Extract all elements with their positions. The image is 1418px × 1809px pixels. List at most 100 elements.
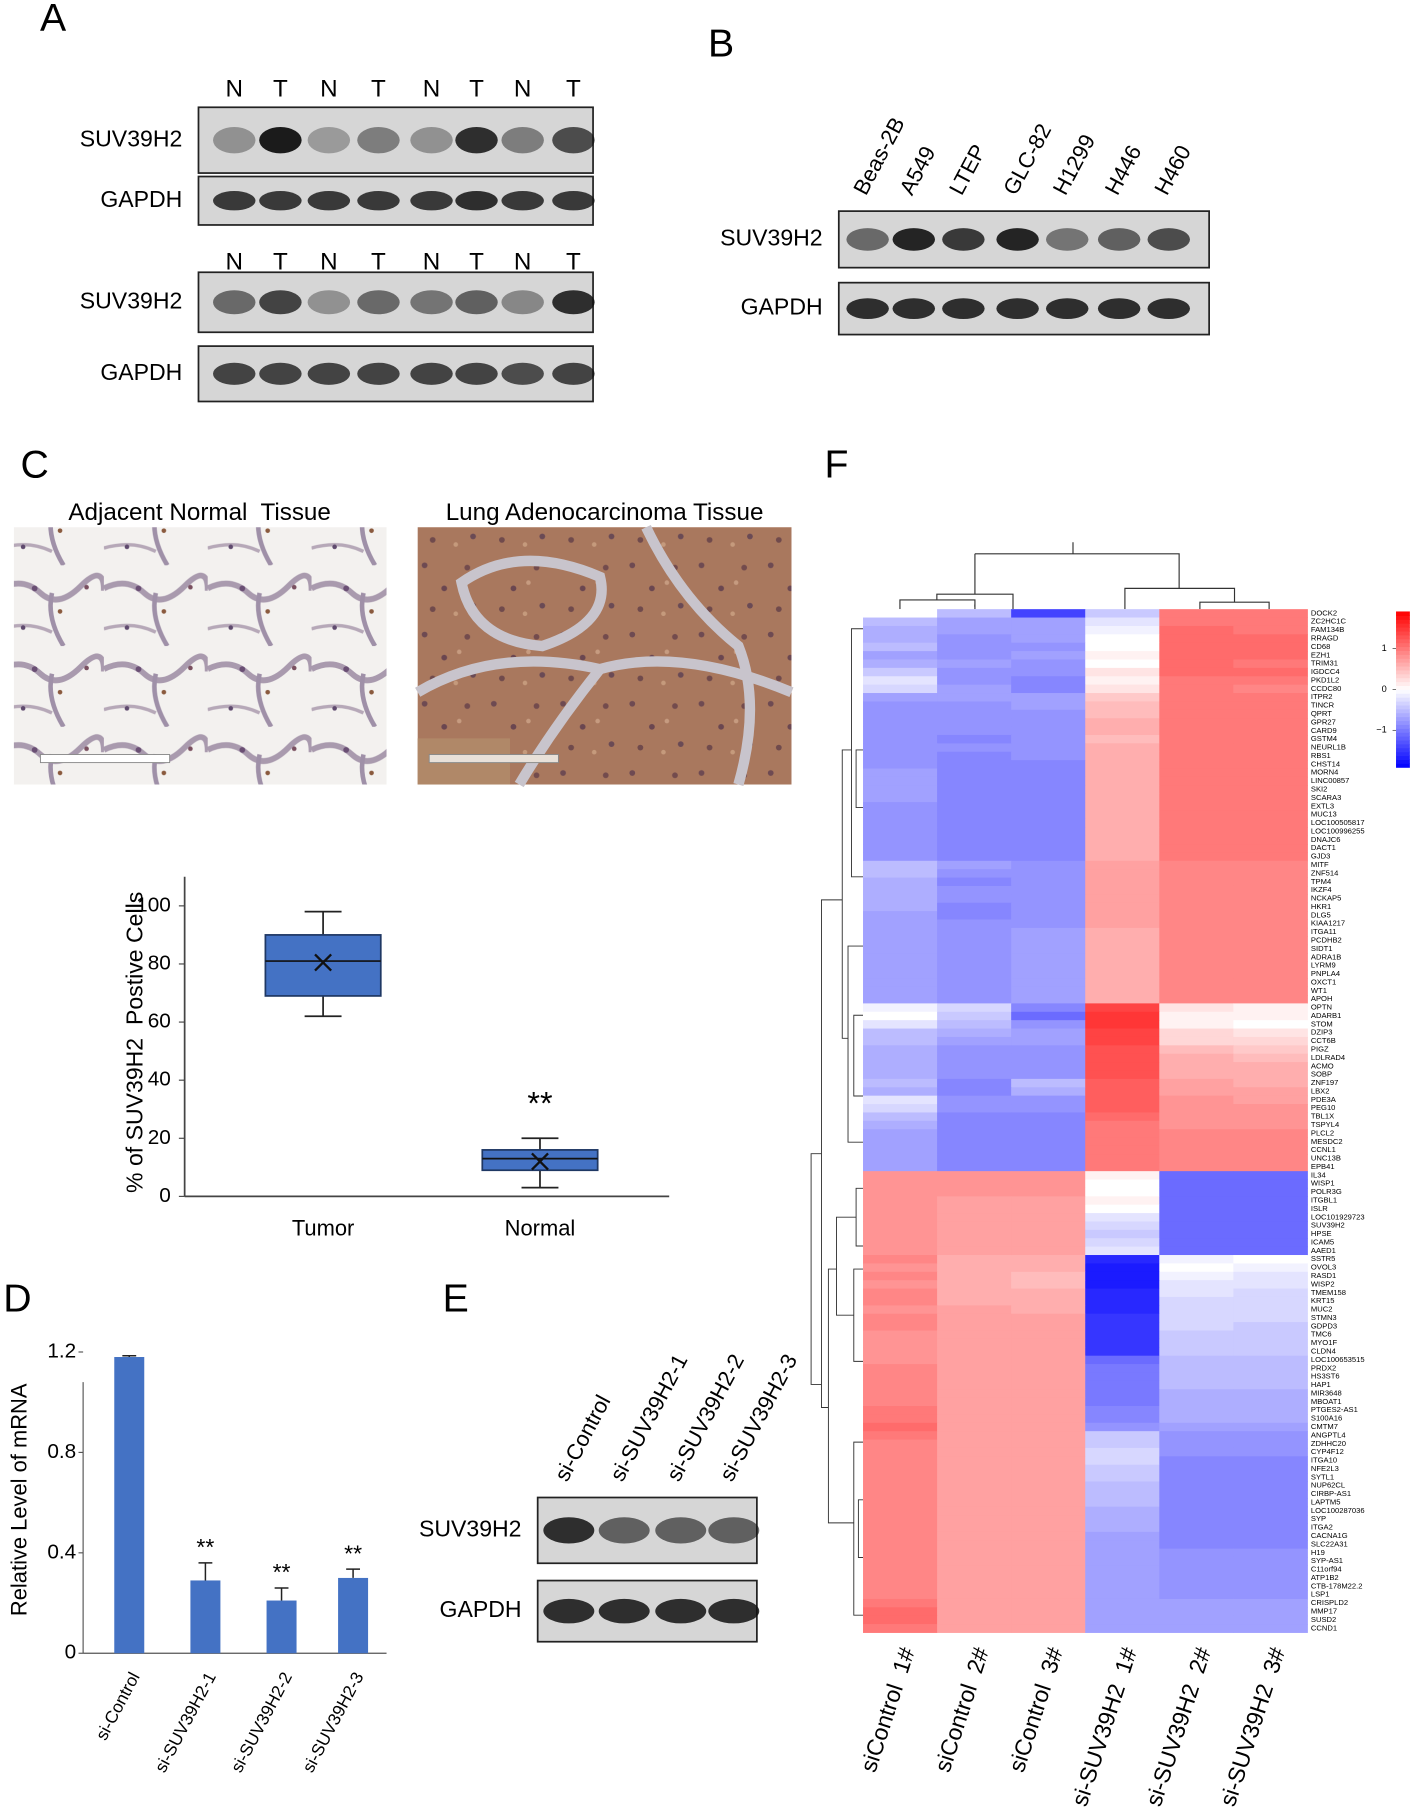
- heatmap-cell: [1233, 1406, 1308, 1415]
- row-label: ICAM5: [1311, 1237, 1334, 1246]
- heatmap-cell: [1159, 1238, 1234, 1248]
- y-tick-label: 40: [148, 1068, 171, 1091]
- heatmap-cell: [937, 709, 1012, 719]
- heatmap-cell: [863, 919, 938, 929]
- row-label: SCARA3: [1311, 793, 1341, 802]
- blot-band: [213, 191, 256, 211]
- row-label: DOCK2: [1311, 608, 1337, 617]
- blot-band: [357, 191, 400, 211]
- row-label: OPTN: [1311, 1003, 1332, 1012]
- row-label: PLCL2: [1311, 1128, 1334, 1137]
- colorbar-step: [1396, 704, 1410, 710]
- heatmap-cell: [937, 869, 1012, 879]
- heatmap-cell: [1159, 1473, 1234, 1482]
- heatmap-cell: [1159, 1414, 1234, 1424]
- bar: [114, 1357, 145, 1654]
- row-label: NCKAP5: [1311, 894, 1341, 903]
- heatmap-cell: [1159, 1548, 1234, 1558]
- heatmap-cell: [863, 1481, 938, 1491]
- heatmap-cell: [1233, 1347, 1308, 1357]
- heatmap-cell: [1233, 1330, 1308, 1340]
- heatmap-cell: [863, 1322, 938, 1331]
- heatmap-cell: [1233, 969, 1308, 979]
- heatmap-cell: [1085, 1565, 1160, 1575]
- heatmap-cell: [1011, 1053, 1086, 1063]
- heatmap-cell: [1233, 1431, 1308, 1441]
- heatmap-cell: [1011, 609, 1086, 619]
- heatmap-cell: [863, 1607, 938, 1617]
- heatmap-cell: [863, 994, 938, 1004]
- y-tick-label: 0.8: [47, 1440, 76, 1463]
- blot-band: [543, 1598, 595, 1624]
- heatmap-cell: [937, 1523, 1012, 1533]
- heatmap-cell: [1085, 1338, 1160, 1348]
- blot-band: [942, 298, 985, 319]
- heatmap-cell: [1233, 1296, 1308, 1306]
- heatmap-cell: [863, 1020, 938, 1030]
- heatmap-cell: [863, 1624, 938, 1633]
- heatmap-cell: [1085, 1062, 1160, 1071]
- heatmap-cell: [937, 1204, 1012, 1214]
- heatmap-cell: [1159, 1565, 1234, 1575]
- heatmap-cell: [863, 869, 938, 879]
- heatmap-cell: [863, 1489, 938, 1499]
- heatmap-cell: [1159, 1179, 1234, 1189]
- heatmap-cell: [1085, 743, 1160, 753]
- heatmap-cell: [1233, 1028, 1308, 1038]
- colorbar-step: [1396, 615, 1410, 620]
- row-label: CACNA1G: [1311, 1531, 1348, 1540]
- heatmap-cell: [937, 810, 1012, 820]
- heatmap-cell: [1233, 911, 1308, 920]
- row-label: CCND1: [1311, 1623, 1337, 1632]
- heatmap-cell: [937, 1573, 1012, 1583]
- heatmap-cell: [863, 1338, 938, 1348]
- row-label: OVOL3: [1311, 1263, 1336, 1272]
- heatmap-cell: [1011, 885, 1086, 895]
- heatmap-cell: [863, 693, 938, 702]
- heatmap-cell: [1159, 1540, 1234, 1550]
- blot-band: [846, 228, 889, 251]
- heatmap-cell: [1085, 1313, 1160, 1323]
- heatmap-cell: [1085, 1464, 1160, 1474]
- blot-band: [357, 362, 400, 385]
- heatmap-cell: [1085, 1347, 1160, 1357]
- blot-band: [892, 228, 936, 251]
- row-label: TINCR: [1311, 701, 1335, 710]
- heatmap-cell: [863, 684, 938, 694]
- heatmap-cell: [1159, 1062, 1234, 1071]
- heatmap-cell: [863, 1003, 938, 1013]
- heatmap-cell: [863, 961, 938, 971]
- heatmap-cell: [1011, 1607, 1086, 1617]
- heatmap-cell: [1159, 919, 1234, 929]
- heatmap-cell: [1011, 1355, 1086, 1365]
- heatmap-cell: [937, 978, 1012, 988]
- heatmap-cell: [1233, 1003, 1308, 1013]
- row-label: SKI2: [1311, 785, 1328, 794]
- lane-label: N: [226, 248, 243, 275]
- heatmap-cell: [863, 1011, 938, 1021]
- heatmap-cell: [937, 1229, 1012, 1239]
- heatmap-cell: [937, 894, 1012, 904]
- row-label: KIAA1217: [1311, 919, 1345, 928]
- heatmap-cell: [1233, 1120, 1308, 1130]
- heatmap-cell: [1011, 1406, 1086, 1415]
- heatmap-cell: [1011, 768, 1086, 778]
- heatmap-cell: [1085, 1204, 1160, 1214]
- heatmap-cell: [1085, 885, 1160, 895]
- heatmap-cell: [863, 634, 938, 644]
- row-label: LOC101929723: [1311, 1212, 1365, 1221]
- heatmap-cell: [1011, 1137, 1086, 1147]
- heatmap-cell: [863, 1078, 938, 1088]
- blot-band: [708, 1517, 760, 1544]
- heatmap-cell: [1011, 667, 1086, 677]
- heatmap-cell: [863, 734, 938, 744]
- heatmap-cell: [1159, 810, 1234, 820]
- heatmap-cell: [1011, 1112, 1086, 1122]
- x-tick-label: Normal: [505, 1216, 576, 1241]
- heatmap-cell: [1011, 684, 1086, 694]
- heatmap-cell: [1159, 944, 1234, 954]
- error-bar: [122, 1355, 137, 1358]
- heatmap-cell: [1085, 709, 1160, 719]
- row-label: S100A16: [1311, 1414, 1342, 1423]
